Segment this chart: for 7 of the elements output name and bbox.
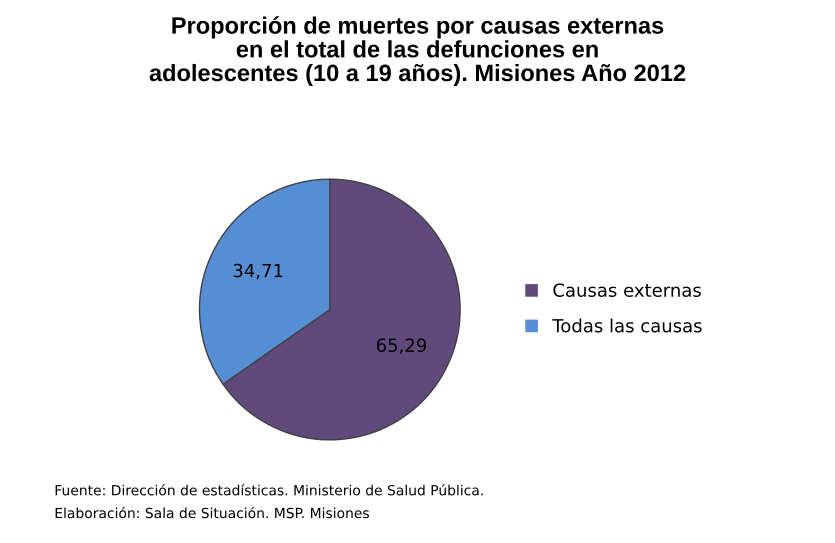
text: Elaboración: Sala de Situación. MSP. Misiones [56,506,369,518]
data-label: 34,71 [234,264,282,280]
data-label: 65,29 [376,338,426,354]
source-note: Fuente: Dirección de estadísticas. Ministerio de Salud Pública. [56,484,483,496]
chart-title: Proporción de muertes por causas externas en el total de las defunciones en adolescentes (10 a 19 años). Misiones Año 2012 [150,16,686,86]
legend-label: Causas externas [553,283,701,297]
legend-label: Todas las causas [552,318,702,333]
